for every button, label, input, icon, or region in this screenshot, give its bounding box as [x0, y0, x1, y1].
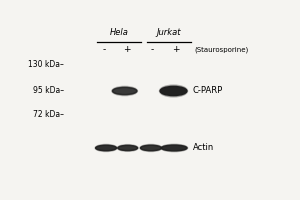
Text: +: +	[123, 45, 131, 54]
Text: -: -	[151, 45, 154, 54]
Text: C-PARP: C-PARP	[193, 86, 223, 95]
Ellipse shape	[140, 144, 162, 152]
Ellipse shape	[140, 145, 161, 151]
Ellipse shape	[96, 145, 117, 151]
Ellipse shape	[117, 145, 138, 151]
Text: (Staurosporine): (Staurosporine)	[194, 46, 249, 53]
Ellipse shape	[161, 144, 188, 152]
Ellipse shape	[160, 86, 187, 96]
Text: +: +	[172, 45, 180, 54]
Ellipse shape	[112, 86, 137, 96]
Ellipse shape	[160, 85, 188, 97]
Text: 72 kDa–: 72 kDa–	[33, 110, 64, 119]
Text: 95 kDa–: 95 kDa–	[33, 86, 64, 95]
Text: 130 kDa–: 130 kDa–	[28, 60, 64, 69]
Ellipse shape	[161, 145, 187, 151]
Ellipse shape	[95, 144, 117, 152]
Text: -: -	[102, 45, 105, 54]
Text: Hela: Hela	[110, 28, 128, 37]
Ellipse shape	[112, 87, 137, 95]
Text: Jurkat: Jurkat	[157, 28, 181, 37]
Text: Actin: Actin	[193, 143, 214, 152]
Ellipse shape	[118, 145, 138, 151]
